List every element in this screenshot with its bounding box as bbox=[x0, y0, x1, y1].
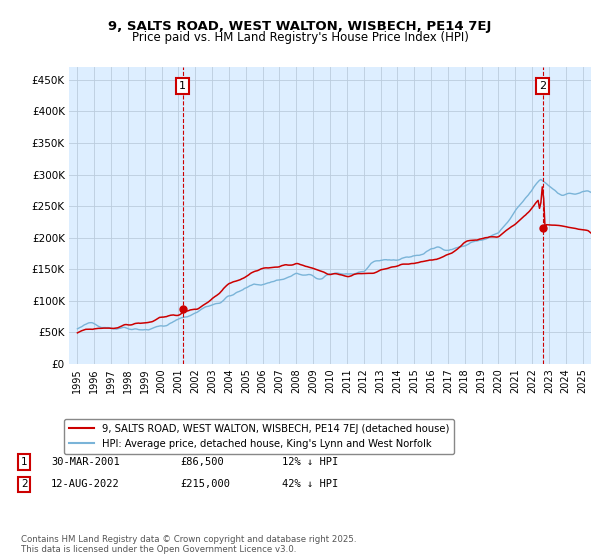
Text: 2: 2 bbox=[539, 81, 546, 91]
Text: Price paid vs. HM Land Registry's House Price Index (HPI): Price paid vs. HM Land Registry's House … bbox=[131, 31, 469, 44]
Text: 1: 1 bbox=[21, 457, 28, 467]
Text: 12% ↓ HPI: 12% ↓ HPI bbox=[282, 457, 338, 467]
Text: £86,500: £86,500 bbox=[180, 457, 224, 467]
Text: 42% ↓ HPI: 42% ↓ HPI bbox=[282, 479, 338, 489]
Legend: 9, SALTS ROAD, WEST WALTON, WISBECH, PE14 7EJ (detached house), HPI: Average pri: 9, SALTS ROAD, WEST WALTON, WISBECH, PE1… bbox=[64, 419, 454, 454]
Text: 9, SALTS ROAD, WEST WALTON, WISBECH, PE14 7EJ: 9, SALTS ROAD, WEST WALTON, WISBECH, PE1… bbox=[109, 20, 491, 32]
Text: 30-MAR-2001: 30-MAR-2001 bbox=[51, 457, 120, 467]
Text: 12-AUG-2022: 12-AUG-2022 bbox=[51, 479, 120, 489]
Text: Contains HM Land Registry data © Crown copyright and database right 2025.
This d: Contains HM Land Registry data © Crown c… bbox=[21, 535, 356, 554]
Text: 2: 2 bbox=[21, 479, 28, 489]
Text: 1: 1 bbox=[179, 81, 186, 91]
Text: £215,000: £215,000 bbox=[180, 479, 230, 489]
